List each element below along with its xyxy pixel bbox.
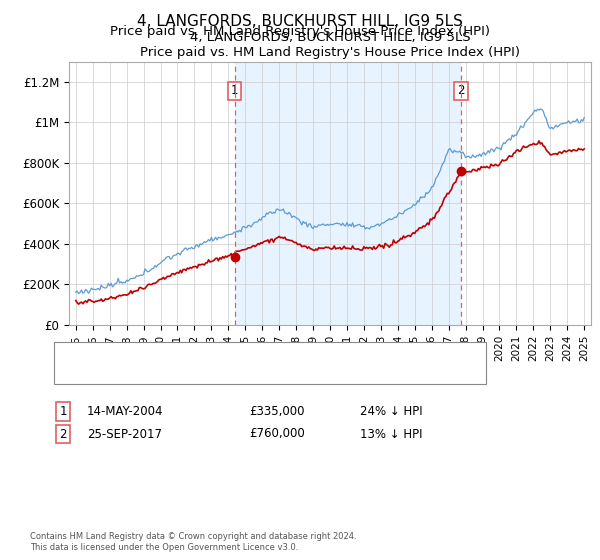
Text: £760,000: £760,000 [249, 427, 305, 441]
Text: 1: 1 [231, 85, 238, 97]
Text: 14-MAY-2004: 14-MAY-2004 [87, 405, 163, 418]
Text: Price paid vs. HM Land Registry's House Price Index (HPI): Price paid vs. HM Land Registry's House … [110, 25, 490, 38]
Text: 4, LANGFORDS, BUCKHURST HILL, IG9 5LS (detached house): 4, LANGFORDS, BUCKHURST HILL, IG9 5LS (d… [105, 348, 444, 358]
Text: 24% ↓ HPI: 24% ↓ HPI [360, 405, 422, 418]
Text: 2: 2 [457, 85, 465, 97]
Text: £335,000: £335,000 [249, 405, 305, 418]
Text: 25-SEP-2017: 25-SEP-2017 [87, 427, 162, 441]
Text: 2: 2 [59, 427, 67, 441]
Text: 13% ↓ HPI: 13% ↓ HPI [360, 427, 422, 441]
Text: 4, LANGFORDS, BUCKHURST HILL, IG9 5LS: 4, LANGFORDS, BUCKHURST HILL, IG9 5LS [137, 14, 463, 29]
Title: 4, LANGFORDS, BUCKHURST HILL, IG9 5LS
Price paid vs. HM Land Registry's House Pr: 4, LANGFORDS, BUCKHURST HILL, IG9 5LS Pr… [140, 31, 520, 59]
Text: HPI: Average price, detached house, Epping Forest: HPI: Average price, detached house, Eppi… [105, 367, 388, 377]
Bar [235, 62, 461, 325]
Text: 1: 1 [59, 405, 67, 418]
Text: Contains HM Land Registry data © Crown copyright and database right 2024.
This d: Contains HM Land Registry data © Crown c… [30, 532, 356, 552]
